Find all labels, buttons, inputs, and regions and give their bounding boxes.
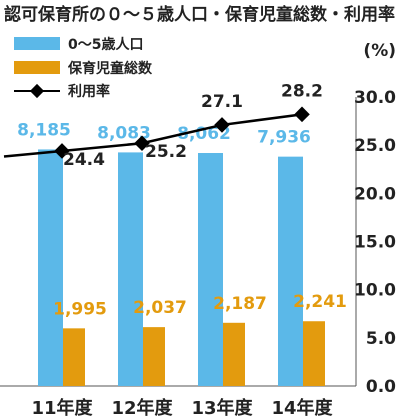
chart-title: 認可保育所の０～５歳人口・保育児童総数・利用率 — [4, 4, 395, 25]
right-axis-tick: 5.0 — [366, 329, 396, 349]
legend-swatch-population — [14, 37, 60, 50]
population-data-label: 8,062 — [177, 124, 231, 144]
children-data-label: 2,241 — [293, 292, 347, 312]
rate-data-label: 27.1 — [201, 92, 243, 112]
rate-marker — [294, 106, 310, 123]
children-data-label: 1,995 — [53, 299, 107, 319]
population-data-label: 8,185 — [17, 120, 71, 140]
children-bar — [223, 322, 245, 386]
right-axis-tick: 25.0 — [354, 136, 396, 156]
right-axis-tick: 10.0 — [354, 281, 396, 301]
legend-swatch-children — [14, 61, 60, 74]
right-axis-tick: 30.0 — [354, 88, 396, 108]
legend-label-rate: 利用率 — [68, 83, 110, 100]
population-data-label: 7,936 — [257, 128, 311, 148]
legend: 0～5歳人口 保育児童総数 利用率 — [14, 36, 153, 100]
x-axis-category-label: 14年度 — [271, 397, 333, 419]
population-bar — [38, 149, 63, 386]
children-data-label: 2,037 — [133, 298, 187, 318]
right-axis-tick: 0.0 — [366, 377, 396, 397]
rate-marker — [214, 117, 230, 133]
rate-marker — [134, 135, 150, 152]
x-axis-category-label: 13年度 — [191, 397, 253, 419]
population-bar — [118, 152, 143, 386]
right-axis-unit: (%) — [363, 41, 396, 61]
children-bar — [143, 327, 165, 386]
legend-label-children: 保育児童総数 — [67, 60, 153, 77]
children-data-label: 2,187 — [213, 294, 267, 314]
legend-marker-rate — [29, 83, 45, 99]
right-axis-tick: 20.0 — [354, 184, 396, 204]
x-axis-category-label: 11年度 — [31, 397, 93, 419]
children-bar — [303, 321, 325, 386]
rate-marker — [54, 143, 70, 159]
rate-data-label: 28.2 — [281, 81, 323, 101]
population-data-label: 8,083 — [97, 123, 151, 143]
x-axis-category-label: 12年度 — [111, 397, 173, 419]
population-bar — [278, 156, 303, 386]
rate-data-label: 24.4 — [63, 150, 105, 170]
children-bar — [63, 328, 85, 386]
right-axis-tick: 15.0 — [354, 233, 396, 253]
rate-data-label: 25.2 — [145, 142, 187, 162]
legend-label-population: 0～5歳人口 — [68, 36, 143, 53]
population-bar — [198, 153, 223, 386]
